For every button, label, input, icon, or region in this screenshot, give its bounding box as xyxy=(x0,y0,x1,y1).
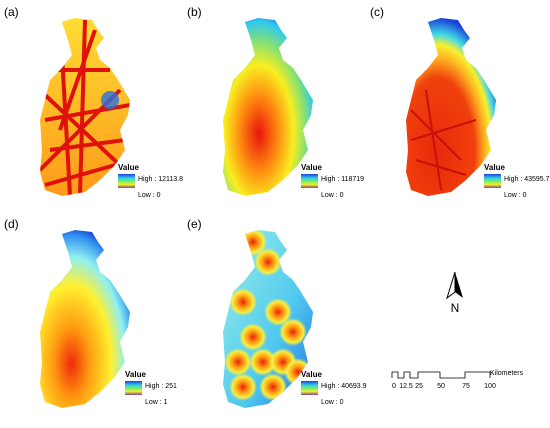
legend-low: Low : 0 xyxy=(321,192,344,199)
scale-bar: Kilometers 0 12.5 25 50 75 100 xyxy=(391,370,524,390)
legend-low: Low : 0 xyxy=(504,192,527,199)
legend: Value High : 40693.9 Low : 0 xyxy=(301,370,367,406)
map-panel: (a) Value High : 12113.8 Low : 0 xyxy=(4,5,183,199)
panel-label: (c) xyxy=(370,5,384,19)
legend-high: High : 43595.7 xyxy=(504,176,550,183)
map xyxy=(223,18,313,196)
legend-low: Low : 0 xyxy=(321,399,344,406)
legend-title: Value xyxy=(301,163,322,172)
legend-title: Value xyxy=(125,370,146,379)
legend: Value High : 43595.7 Low : 0 xyxy=(484,163,550,199)
legend-ramp xyxy=(125,381,142,395)
panel-label: (b) xyxy=(187,5,202,19)
legend-ramp xyxy=(301,381,318,395)
legend-title: Value xyxy=(484,163,505,172)
map xyxy=(40,230,130,408)
legend: Value High : 251 Low : 1 xyxy=(125,370,177,406)
legend-low: Low : 1 xyxy=(145,399,168,406)
panel-label: (d) xyxy=(4,217,19,231)
map xyxy=(40,18,130,196)
map-panel: (b) Value High : 118719 Low : 0 xyxy=(187,5,364,199)
legend-title: Value xyxy=(301,370,322,379)
north-label: N xyxy=(451,301,460,315)
scale-unit: Kilometers xyxy=(490,370,524,377)
legend-high: High : 118719 xyxy=(321,176,364,183)
legend-ramp xyxy=(484,174,501,188)
north-arrow: N xyxy=(446,271,463,315)
scale-tick-label: 12.5 xyxy=(399,383,413,390)
legend: Value High : 12113.8 Low : 0 xyxy=(118,163,183,199)
legend-low: Low : 0 xyxy=(138,192,161,199)
scale-tick-label: 75 xyxy=(462,383,470,390)
panel-label: (a) xyxy=(4,5,19,19)
map-panel: (e) Value High : 40693.9 Low : 0 xyxy=(187,217,367,408)
map xyxy=(223,230,313,408)
map xyxy=(406,18,496,196)
scale-tick-label: 100 xyxy=(484,383,496,390)
legend-ramp xyxy=(118,174,135,188)
scale-tick-label: 0 xyxy=(392,383,396,390)
legend-ramp xyxy=(301,174,318,188)
legend-high: High : 12113.8 xyxy=(138,176,183,183)
scale-tick-label: 50 xyxy=(437,383,445,390)
legend-title: Value xyxy=(118,163,139,172)
legend-high: High : 40693.9 xyxy=(321,383,367,390)
panel-label: (e) xyxy=(187,217,202,231)
scale-tick-label: 25 xyxy=(415,383,423,390)
legend: Value High : 118719 Low : 0 xyxy=(301,163,364,199)
map-panel: (c) Value High : 43595.7 Low : 0 xyxy=(370,5,550,199)
legend-high: High : 251 xyxy=(145,383,177,390)
map-panel: (d) Value High : 251 Low : 1 xyxy=(4,217,177,408)
